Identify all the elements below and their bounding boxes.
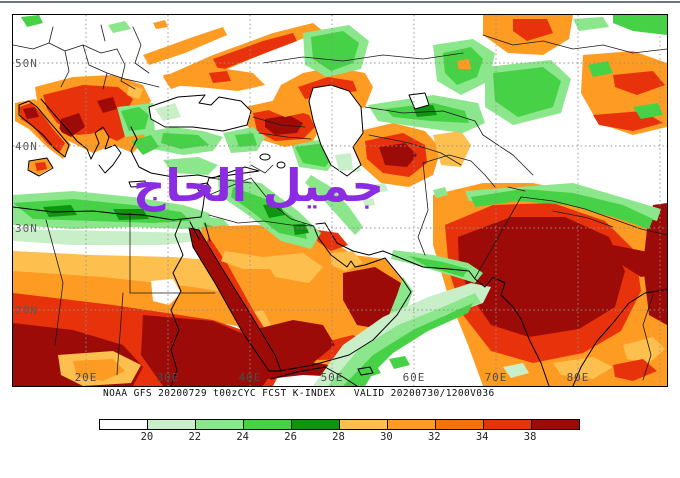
graticule-gridlines bbox=[13, 15, 667, 386]
lat-label-40n: 40N bbox=[15, 140, 38, 153]
colorbar-tick-label: 22 bbox=[188, 431, 202, 443]
colorbar-tick-label: 20 bbox=[140, 431, 154, 443]
lon-label-30e: 30E bbox=[156, 371, 180, 384]
lon-label-40e: 40E bbox=[238, 371, 262, 384]
colorbar-tick-label: 28 bbox=[332, 431, 345, 443]
lon-label-80e: 80E bbox=[566, 371, 590, 384]
colorbar-segment bbox=[436, 420, 484, 429]
colorbar-tick-label: 38 bbox=[523, 431, 537, 443]
lon-label-20e: 20E bbox=[74, 371, 98, 384]
country-borders bbox=[13, 24, 667, 381]
colorbar-tick-label: 34 bbox=[475, 431, 489, 443]
colorbar-segment bbox=[388, 420, 436, 429]
colorbar-tick-label: 32 bbox=[427, 431, 441, 443]
contour-fills bbox=[13, 15, 667, 386]
colorbar-segment bbox=[484, 420, 532, 429]
lon-label-70e: 70E bbox=[484, 371, 508, 384]
colorbar-segment bbox=[148, 420, 196, 429]
colorbar-segment bbox=[292, 420, 340, 429]
lon-label-60e: 60E bbox=[402, 371, 426, 384]
colorbar-tick-label: 24 bbox=[236, 431, 250, 443]
colorbar-segment bbox=[532, 420, 579, 429]
colorbar-labels: 20 22 24 26 28 30 32 34 38 bbox=[99, 431, 580, 445]
colorbar-segment bbox=[196, 420, 244, 429]
lat-label-50n: 50N bbox=[15, 57, 38, 70]
coastlines bbox=[13, 98, 667, 386]
colorbar-segment bbox=[244, 420, 292, 429]
chart-caption: NOAA GFS 20200729 t00zCYC FCST K-INDEX V… bbox=[103, 388, 495, 399]
lat-label-20n: 20N bbox=[15, 304, 38, 317]
lon-label-50e: 50E bbox=[320, 371, 344, 384]
k-index-map: 50N 40N 30N 20N 20E 30E 40E 50E 60E 70E … bbox=[12, 14, 668, 387]
colorbar-segment bbox=[100, 420, 148, 429]
colorbar-segment bbox=[340, 420, 388, 429]
map-canvas bbox=[13, 15, 667, 386]
lat-label-30n: 30N bbox=[15, 222, 38, 235]
arabic-watermark: جميل الحاج bbox=[133, 159, 384, 212]
colorbar-tick-label: 30 bbox=[380, 431, 393, 443]
top-divider-line bbox=[0, 1, 680, 3]
colorbar-tick-label: 26 bbox=[284, 431, 297, 443]
colorbar bbox=[99, 419, 580, 430]
